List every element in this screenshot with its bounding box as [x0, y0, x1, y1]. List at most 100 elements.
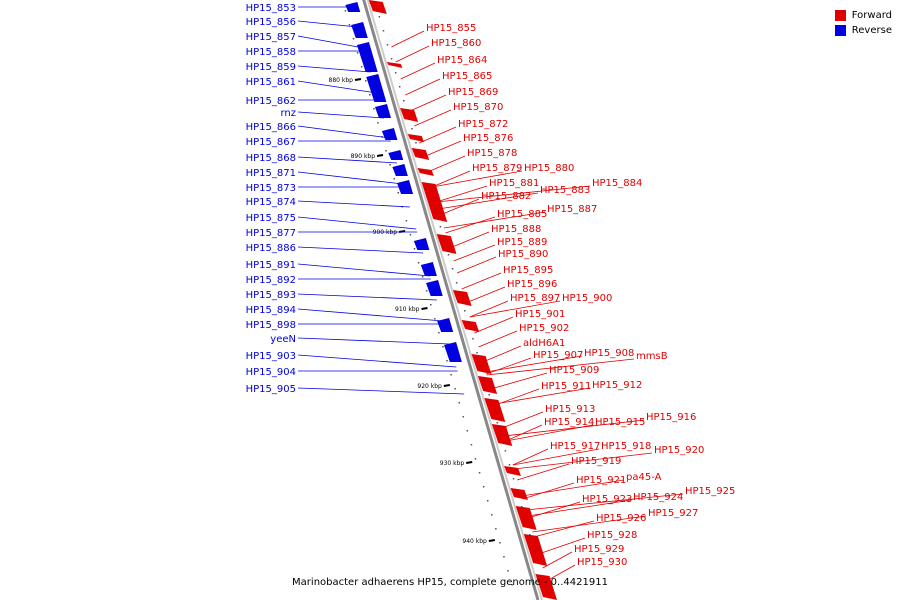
- reverse-gene-label: HP15_853: [246, 3, 296, 14]
- reverse-gene-block: [345, 2, 361, 12]
- reverse-leader-line: [297, 308, 444, 322]
- forward-leader-line: [436, 185, 488, 203]
- reverse-gene-block: [426, 280, 443, 296]
- forward-gene-label: HP15_869: [448, 87, 498, 98]
- tick-label: 880 kbp: [329, 77, 354, 84]
- strand-dot: [507, 570, 509, 572]
- strand-dot: [413, 248, 416, 250]
- forward-gene-label: HP15_914: [544, 417, 594, 428]
- forward-leader-line: [513, 452, 653, 470]
- reverse-leader-line: [297, 354, 457, 368]
- reverse-gene-label: HP15_903: [246, 351, 296, 362]
- tick-mark: [421, 307, 428, 310]
- forward-gene-label: HP15_923: [582, 494, 632, 505]
- strand-dot: [491, 514, 493, 516]
- forward-leader-line: [436, 185, 591, 203]
- forward-gene-label: HP15_928: [587, 530, 637, 541]
- forward-leader-line: [538, 537, 586, 555]
- strand-dot: [439, 226, 442, 228]
- strand-dot: [344, 10, 347, 12]
- reverse-gene-label: rnz: [280, 108, 296, 119]
- forward-gene-label: HP15_901: [515, 309, 565, 320]
- tick-mark: [443, 384, 451, 387]
- reverse-gene-label: HP15_874: [246, 197, 296, 208]
- forward-leader-line: [445, 216, 496, 234]
- strand-dot: [434, 318, 436, 320]
- reverse-gene-label: HP15_866: [246, 122, 296, 133]
- forward-leader-line: [478, 330, 518, 348]
- reverse-gene-label: HP15_856: [246, 17, 296, 28]
- forward-gene-label: mmsB: [636, 351, 668, 362]
- forward-gene-block: [421, 182, 448, 222]
- genome-backbone: [362, 0, 540, 600]
- forward-gene-label: HP15_917: [550, 441, 600, 452]
- strand-dot: [386, 44, 389, 46]
- strand-dot: [472, 338, 474, 340]
- strand-dot: [503, 556, 505, 558]
- legend-forward-label: Forward: [851, 10, 892, 21]
- forward-gene-label: HP15_895: [503, 265, 553, 276]
- forward-gene-label: HP15_889: [497, 237, 547, 248]
- strand-dot: [520, 506, 523, 508]
- forward-gene-label: HP15_911: [541, 381, 591, 392]
- reverse-gene-label: HP15_891: [246, 260, 296, 271]
- reverse-gene-label: HP15_893: [246, 290, 296, 301]
- reverse-leader-line: [297, 20, 358, 28]
- strand-dot: [486, 500, 489, 502]
- strand-dot: [397, 192, 400, 194]
- strand-dot: [389, 164, 391, 166]
- forward-leader-line: [504, 419, 645, 437]
- forward-gene-block: [452, 290, 472, 306]
- forward-gene-block: [535, 574, 557, 600]
- strand-dot: [482, 486, 485, 488]
- reverse-gene-label: HP15_861: [246, 77, 296, 88]
- forward-leader-line: [512, 448, 549, 466]
- forward-gene-label: HP15_878: [467, 148, 517, 159]
- legend: Forward Reverse: [834, 8, 892, 38]
- strand-dot: [430, 304, 432, 306]
- strand-dot: [442, 346, 444, 348]
- strand-dot: [369, 94, 371, 96]
- strand-dot: [478, 472, 481, 474]
- strand-dot: [495, 528, 497, 530]
- strand-dot: [455, 282, 458, 284]
- forward-leader-line: [465, 286, 506, 304]
- strand-dot: [352, 38, 355, 40]
- forward-leader-line: [414, 109, 452, 127]
- forward-gene-label: HP15_888: [491, 224, 541, 235]
- strand-dot: [364, 80, 367, 82]
- reverse-gene-label: HP15_886: [246, 243, 296, 254]
- reverse-gene-block: [392, 164, 408, 176]
- strand-dot: [504, 450, 507, 452]
- forward-leader-line: [419, 126, 457, 144]
- forward-leader-line: [431, 170, 471, 188]
- reverse-leader-line: [297, 337, 450, 345]
- forward-leader-line: [501, 411, 544, 429]
- reverse-leader-line: [297, 125, 390, 139]
- forward-leader-line: [532, 515, 647, 533]
- forward-gene-block: [368, 0, 387, 14]
- scale-tick: 890 kbp: [351, 153, 384, 160]
- forward-gene-block: [411, 148, 430, 160]
- strand-dot: [470, 444, 473, 446]
- forward-leader-line: [533, 520, 595, 538]
- forward-gene-label: HP15_912: [592, 380, 642, 391]
- scale-tick: 880 kbp: [329, 77, 362, 84]
- forward-gene-block: [386, 62, 403, 68]
- forward-gene-label: HP15_925: [685, 486, 735, 497]
- forward-leader-line: [400, 62, 436, 80]
- forward-gene-label: HP15_920: [654, 445, 704, 456]
- forward-gene-label: HP15_900: [562, 293, 612, 304]
- reverse-gene-label: HP15_867: [246, 137, 296, 148]
- forward-gene-label: HP15_930: [577, 557, 627, 568]
- forward-gene-label: HP15_872: [458, 119, 508, 130]
- scale-tick: 900 kbp: [373, 229, 406, 236]
- tick-label: 930 kbp: [440, 460, 465, 467]
- forward-gene-label: HP15_883: [540, 185, 590, 196]
- forward-gene-label: HP15_915: [595, 417, 645, 428]
- forward-gene-label: HP15_919: [571, 456, 621, 467]
- reverse-gene-label: HP15_875: [246, 213, 296, 224]
- forward-gene-label: HP15_890: [498, 249, 548, 260]
- forward-leader-line: [512, 448, 600, 466]
